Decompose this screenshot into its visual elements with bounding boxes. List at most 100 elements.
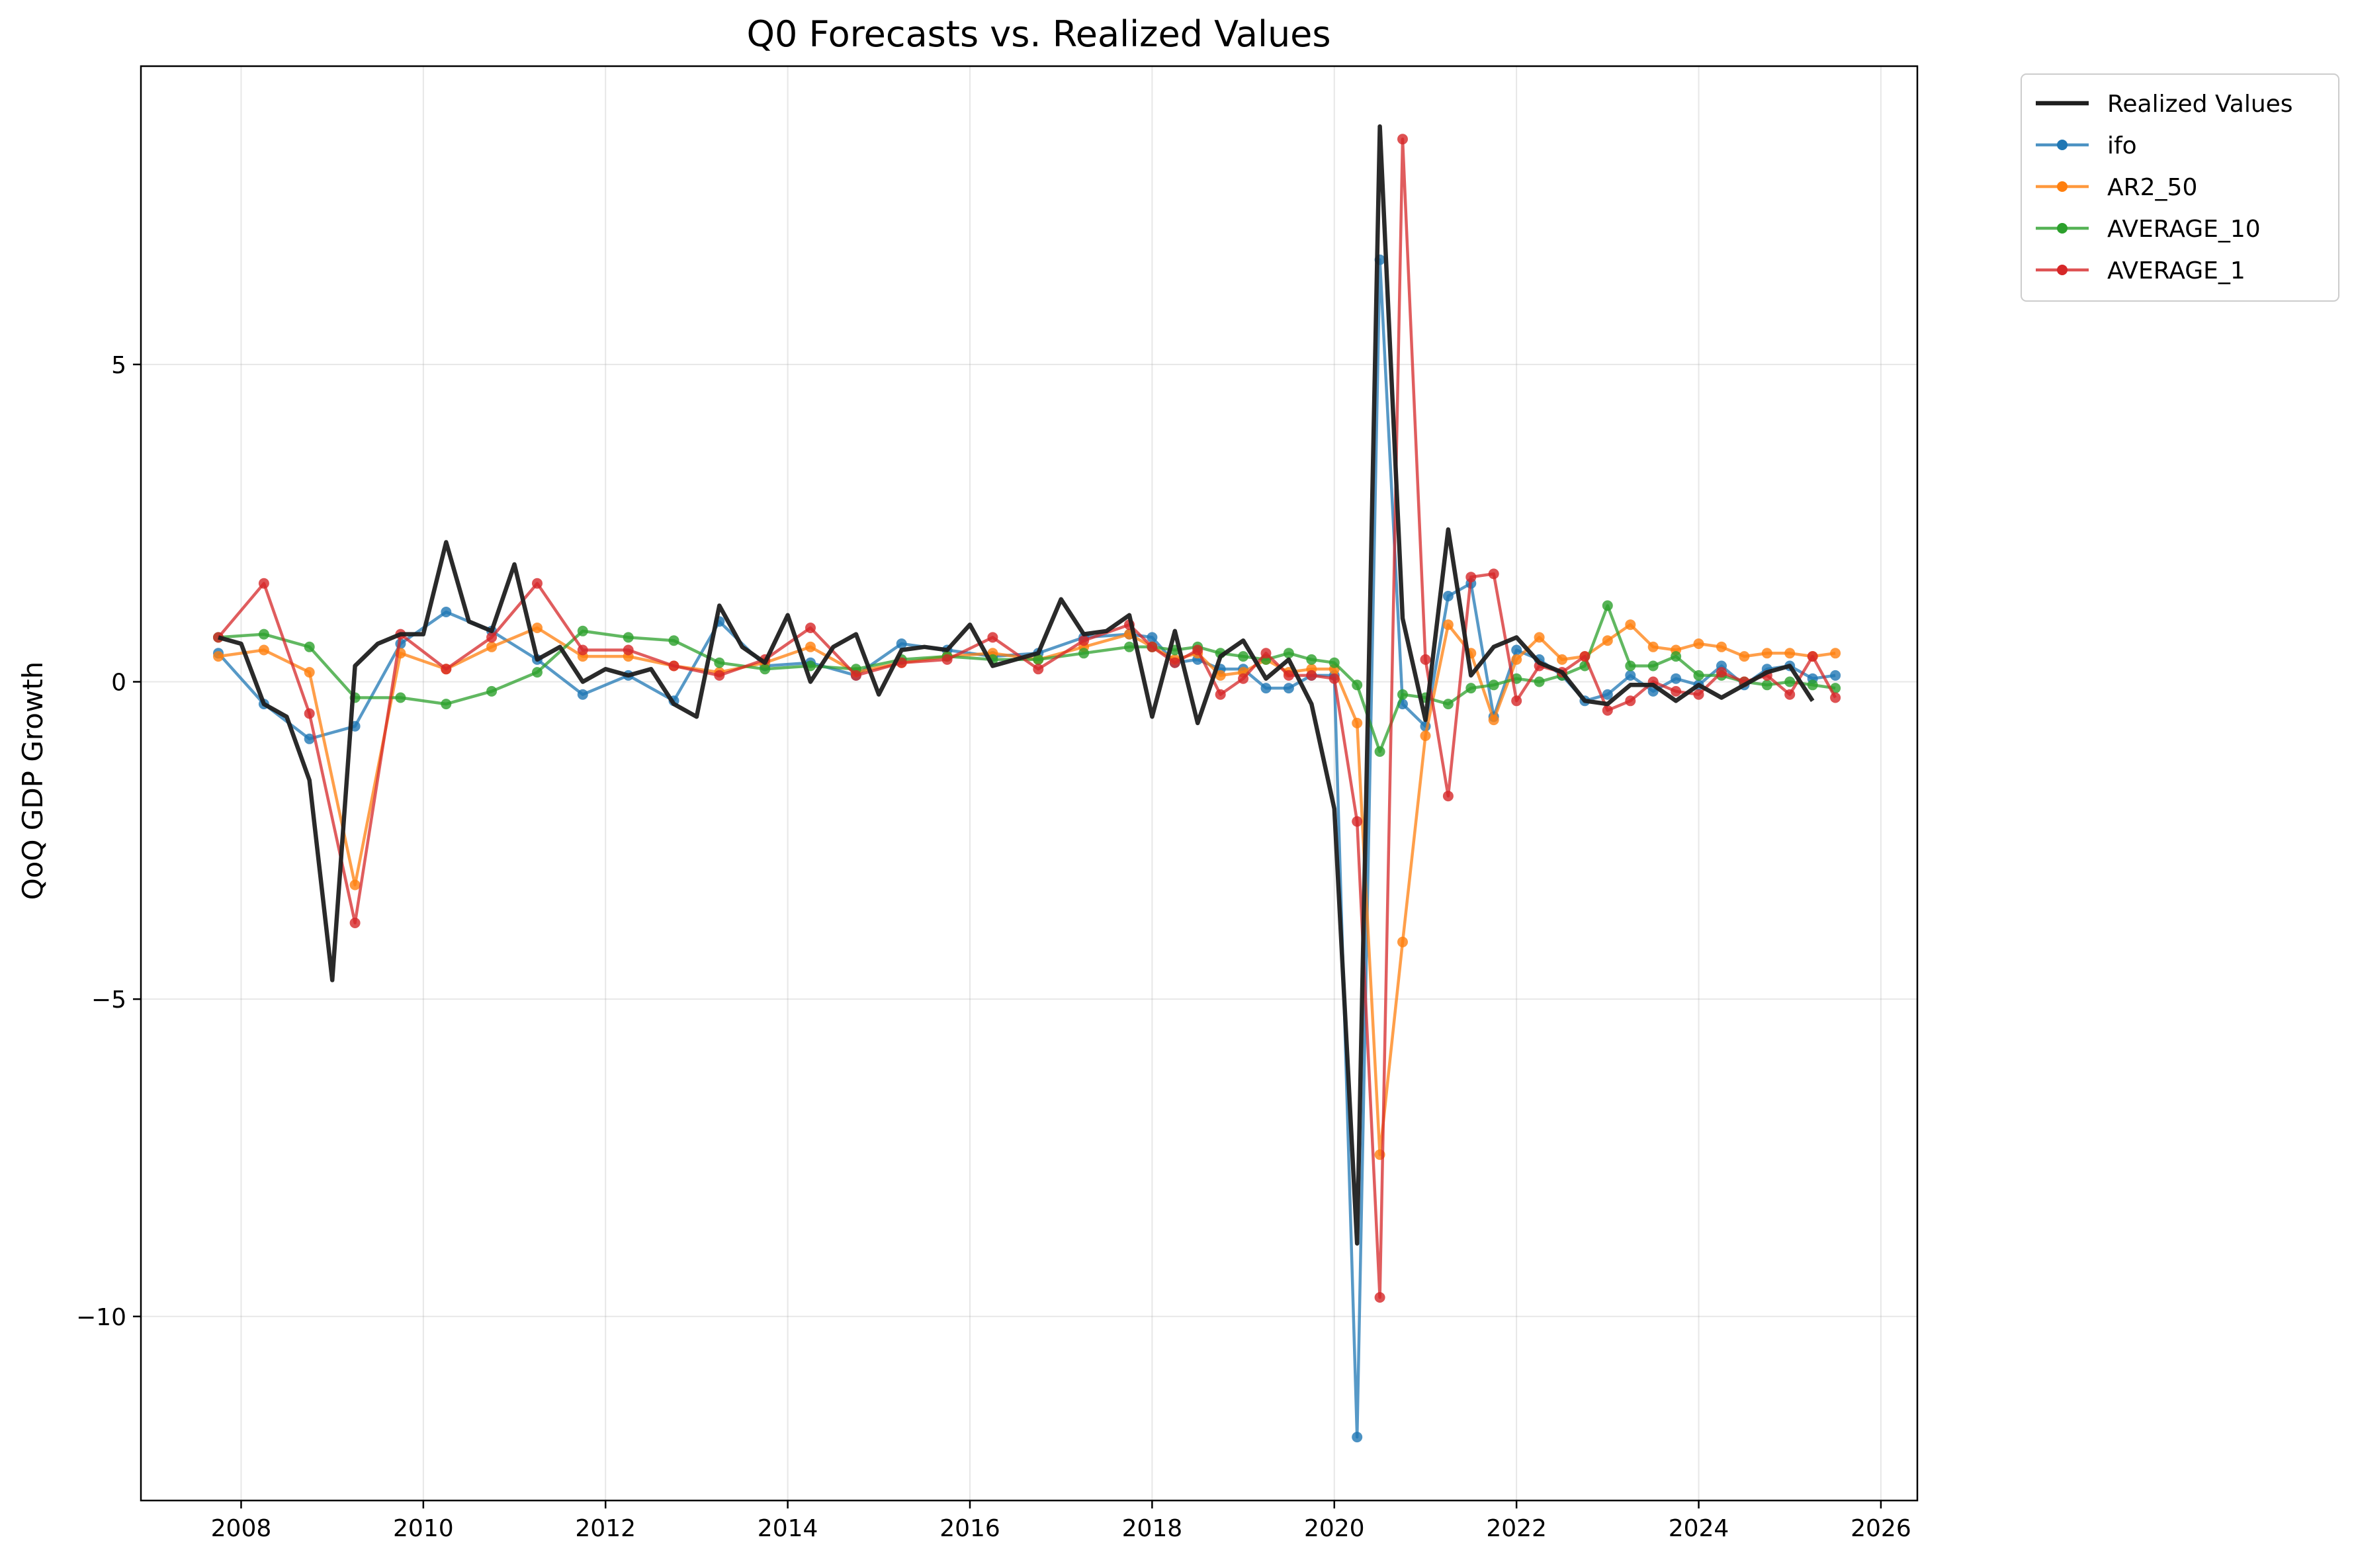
x-tick-label: 2010 (393, 1515, 454, 1542)
data-point (1671, 651, 1682, 662)
data-point (1511, 695, 1522, 707)
data-point (486, 632, 498, 643)
data-point (1602, 705, 1613, 716)
data-point (1602, 635, 1613, 646)
data-point (1693, 670, 1704, 681)
data-point (1352, 816, 1363, 827)
data-point (577, 689, 588, 700)
data-point (1124, 641, 1135, 652)
data-point (1420, 654, 1431, 665)
data-point (1647, 641, 1659, 652)
data-point (577, 644, 588, 656)
chart-title: Q0 Forecasts vs. Realized Values (746, 13, 1330, 55)
data-point (213, 651, 224, 662)
data-point (304, 667, 315, 678)
data-point (1147, 632, 1158, 643)
series-realized-values (218, 124, 1815, 1246)
legend-swatch-marker (2057, 223, 2068, 234)
data-point (1488, 715, 1499, 726)
data-point (941, 654, 953, 665)
data-point (1397, 689, 1408, 700)
legend-label: Realized Values (2107, 91, 2293, 118)
data-point (258, 629, 269, 640)
data-point (1830, 670, 1841, 681)
data-point (1488, 679, 1499, 691)
data-point (1283, 670, 1294, 681)
data-point (805, 623, 816, 633)
data-point (1329, 673, 1340, 684)
data-point (1625, 695, 1636, 707)
data-point (668, 660, 679, 672)
data-point (1352, 679, 1363, 691)
data-point (1374, 1292, 1385, 1303)
x-tick-label: 2024 (1669, 1515, 1729, 1542)
data-point (1647, 660, 1659, 672)
data-point (1260, 683, 1272, 694)
data-point (1352, 717, 1363, 728)
x-tick-label: 2022 (1486, 1515, 1547, 1542)
data-point (441, 699, 452, 710)
data-point (623, 644, 634, 656)
data-point (1511, 644, 1522, 656)
data-point (896, 657, 907, 668)
data-point (304, 733, 315, 744)
data-point (258, 578, 269, 589)
data-point (1374, 746, 1385, 757)
data-point (623, 632, 634, 643)
data-point (1557, 654, 1567, 665)
data-point (1033, 654, 1044, 665)
data-point (395, 692, 406, 703)
data-point (577, 625, 588, 636)
data-point (1807, 679, 1818, 691)
data-point (850, 670, 861, 681)
legend-label: ifo (2107, 132, 2137, 159)
legend-label: AVERAGE_1 (2107, 257, 2245, 284)
data-point (1465, 683, 1477, 694)
data-point (304, 708, 315, 719)
data-point (1192, 644, 1203, 656)
data-point (1329, 657, 1340, 668)
legend-label: AVERAGE_10 (2107, 216, 2261, 243)
data-point (714, 670, 725, 681)
data-point (1511, 654, 1522, 665)
legend: Realized Values ifo AR2_50 AVERAGE_10 AVERAG… (2021, 73, 2339, 302)
data-point (1784, 648, 1796, 659)
data-point (1488, 568, 1499, 580)
data-point (1397, 134, 1408, 145)
series-line (218, 124, 1815, 1246)
data-point (1442, 591, 1454, 601)
data-point (1238, 651, 1249, 662)
data-point (258, 644, 269, 656)
x-tick-label: 2012 (575, 1515, 636, 1542)
data-point (1215, 689, 1226, 700)
legend-swatch-marker (2057, 140, 2068, 150)
data-point (1784, 689, 1796, 700)
y-tick-label: 0 (111, 670, 126, 697)
x-tick-label: 2008 (211, 1515, 272, 1542)
data-point (1169, 657, 1180, 668)
data-point (1442, 791, 1454, 802)
x-tick-label: 2026 (1851, 1515, 1911, 1542)
data-point (532, 667, 543, 678)
data-point (1761, 679, 1772, 691)
x-tick-label: 2018 (1122, 1515, 1183, 1542)
data-point (714, 657, 725, 668)
legend-label: AR2_50 (2107, 174, 2197, 201)
data-point (486, 641, 498, 652)
data-point (486, 685, 498, 697)
y-tick-label: −5 (91, 986, 126, 1014)
data-point (1784, 676, 1796, 687)
data-point (1625, 670, 1636, 681)
data-point (1625, 660, 1636, 672)
data-point (1830, 692, 1841, 703)
axis-ticks: 2008 2010 2012 2014 2016 2018 2020 2022 2024 2026… (76, 352, 1911, 1542)
data-point (1078, 635, 1090, 646)
data-point (349, 879, 361, 891)
data-point (1671, 685, 1682, 697)
series-group (213, 124, 1841, 1443)
data-point (1534, 676, 1545, 687)
data-point (441, 607, 452, 617)
data-point (896, 638, 907, 649)
